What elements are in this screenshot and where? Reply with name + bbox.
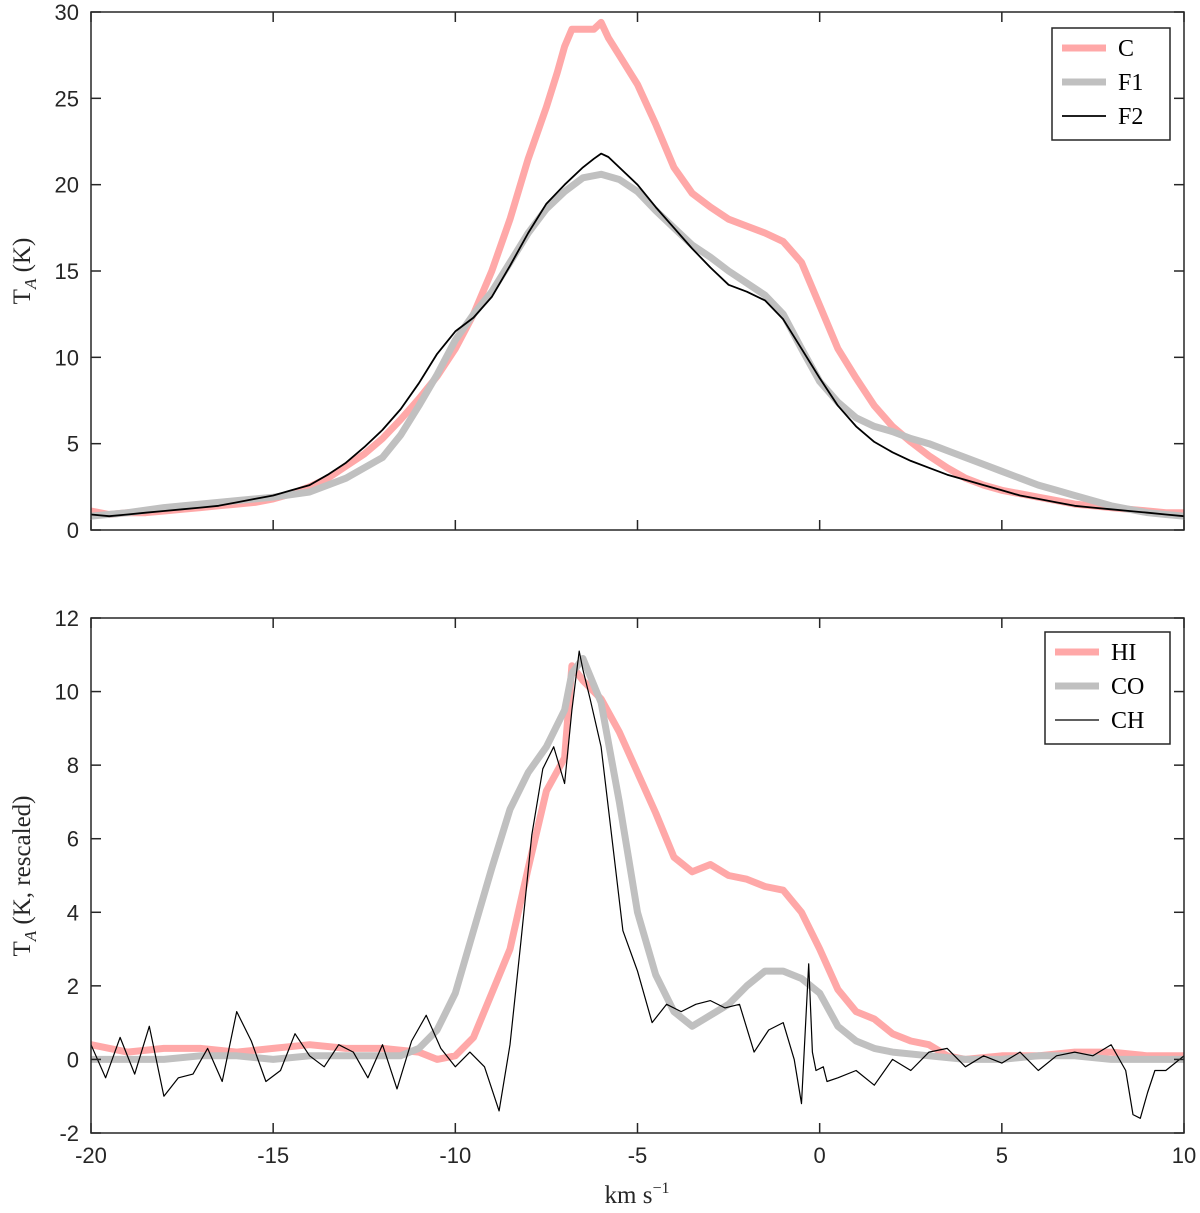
series-line-co	[91, 655, 1184, 1063]
y-tick-label: 20	[55, 173, 79, 198]
top-panel: 0 5 10 15 20 25 30 TA (K) C F1 F2	[9, 0, 1185, 543]
y-tick-label: 10	[55, 345, 79, 370]
x-tick-label: -15	[257, 1143, 289, 1168]
y-tick-label: 12	[55, 606, 79, 631]
y-tick-label: 15	[55, 259, 79, 284]
y-tick-label: 10	[55, 680, 79, 705]
series-line-hi	[91, 662, 1184, 1063]
top-plot-lines	[91, 18, 1184, 520]
top-ticks: 0 5 10 15 20 25 30	[55, 0, 1185, 543]
legend-label-c: C	[1118, 36, 1134, 62]
y-tick-label: 8	[67, 753, 79, 778]
y-tick-label: 6	[67, 827, 79, 852]
top-y-axis-label: TA (K)	[9, 238, 40, 305]
y-tick-label: 25	[55, 86, 79, 111]
y-tick-label: 0	[67, 1047, 79, 1072]
y-tick-label: 0	[67, 518, 79, 543]
legend-label-hi: HI	[1111, 640, 1136, 666]
bottom-legend: HI CO CH	[1044, 631, 1171, 745]
x-tick-label: 0	[814, 1143, 826, 1168]
x-tick-label: 10	[1172, 1143, 1196, 1168]
series-line-f2	[91, 152, 1184, 518]
y-tick-label: 5	[67, 432, 79, 457]
legend-label-f2: F2	[1118, 104, 1143, 130]
series-line-f1	[91, 170, 1184, 520]
x-tick-label: -5	[628, 1143, 648, 1168]
x-axis-label: km s−1	[605, 1180, 670, 1209]
legend-label-f1: F1	[1118, 70, 1143, 96]
y-tick-label: 30	[55, 0, 79, 25]
bottom-y-axis-label: TA (K, rescaled)	[9, 795, 40, 956]
x-tick-label: -10	[439, 1143, 471, 1168]
x-tick-label: -20	[75, 1143, 107, 1168]
series-line-ch	[91, 650, 1184, 1119]
bottom-plot-lines	[91, 650, 1184, 1119]
x-tick-label: 5	[996, 1143, 1008, 1168]
top-legend: C F1 F2	[1051, 27, 1171, 141]
y-tick-label: 4	[67, 900, 79, 925]
legend-label-co: CO	[1111, 674, 1144, 700]
legend-label-ch: CH	[1111, 708, 1144, 734]
y-tick-label: 2	[67, 974, 79, 999]
y-tick-label: -2	[59, 1121, 79, 1146]
